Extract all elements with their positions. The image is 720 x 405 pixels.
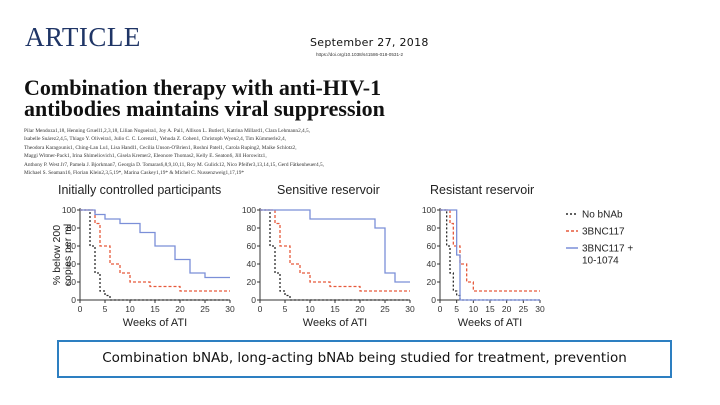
x-tick-label-0: 25 [200, 304, 210, 314]
y-tick-label-0: 20 [67, 277, 77, 287]
x-tick-label-0: 5 [103, 304, 108, 314]
y-tick-label-0: 100 [62, 205, 76, 215]
y-tick-label-0: 0 [71, 295, 76, 305]
x-axis-label-1: Weeks of ATI [303, 317, 367, 329]
y-axis-label-line-2: copies per ml [62, 224, 74, 286]
x-tick-label-2: 15 [485, 304, 495, 314]
x-tick-label-2: 0 [438, 304, 443, 314]
x-tick-label-1: 5 [283, 304, 288, 314]
author-line: Maggi Witmer-Pack1, Irina Shimeliovich1,… [24, 153, 267, 160]
y-tick-label-1: 0 [251, 295, 256, 305]
legend-label-2-line-1: 3BNC117 + [582, 244, 633, 255]
y-tick-label-2: 100 [422, 205, 436, 215]
series-line-0-1 [80, 209, 230, 292]
x-tick-label-0: 20 [175, 304, 185, 314]
y-tick-label-2: 20 [427, 277, 437, 287]
y-tick-label-2: 40 [427, 259, 437, 269]
x-axis-label-0: Weeks of ATI [123, 317, 187, 329]
x-tick-label-0: 30 [225, 304, 235, 314]
x-tick-label-0: 15 [150, 304, 160, 314]
x-tick-label-1: 25 [380, 304, 390, 314]
author-line: Pilar Mendoza1,18, Henning Gruell1,2,3,1… [24, 128, 310, 134]
y-tick-label-2: 0 [431, 295, 436, 305]
y-axis-label: % below 200copies per ml [51, 224, 74, 286]
x-tick-label-2: 20 [502, 304, 512, 314]
x-tick-label-1: 30 [405, 304, 415, 314]
y-tick-label-2: 80 [427, 223, 437, 233]
publication-date: September 27, 2018 [310, 36, 429, 49]
paper-title: Combination therapy with anti-HIV-1 anti… [24, 75, 424, 121]
author-list: Pilar Mendoza1,18, Henning Gruell1,2,3,1… [24, 127, 420, 177]
y-axis-label-line-1: % below 200 [51, 225, 63, 285]
survival-chart-svg: Initially controlled participants 0 20 40 60… [22, 180, 634, 340]
author-line: Anthony P. West Jr7, Pamela J. Bjorkman7… [24, 161, 325, 168]
y-tick-label-0: 60 [67, 241, 77, 251]
title-line-2: antibodies maintains viral suppression [24, 96, 385, 121]
y-tick-label-1: 60 [247, 241, 257, 251]
title-line-1: Combination therapy with anti-HIV-1 [24, 75, 382, 100]
caption-box: Combination bNAb, long-acting bNAb being… [57, 340, 672, 378]
x-tick-label-1: 0 [258, 304, 263, 314]
author-line: Isabelle Suárez2,4,5, Thiago Y. Oliveira… [24, 136, 286, 143]
x-tick-label-1: 15 [330, 304, 340, 314]
x-tick-label-1: 20 [355, 304, 365, 314]
series-line-1-2 [260, 209, 410, 283]
caption-text: Combination bNAb, long-acting bNAb being… [102, 350, 627, 366]
y-tick-label-1: 100 [242, 205, 256, 215]
doi-link[interactable]: https://doi.org/10.1038/s41586-018-0531-… [316, 52, 404, 57]
series-line-0-0 [80, 209, 230, 301]
y-tick-label-2: 60 [427, 241, 437, 251]
x-axis-label-2: Weeks of ATI [458, 317, 522, 329]
panel-title-1: Sensitive reservoir [277, 183, 380, 197]
y-tick-label-1: 20 [247, 277, 257, 287]
panel-title-2: Resistant reservoir [430, 183, 534, 197]
series-line-1-1 [260, 209, 410, 292]
series-line-2-0 [440, 209, 540, 301]
series-line-2-2 [440, 209, 540, 301]
x-tick-label-2: 25 [519, 304, 529, 314]
y-tick-label-0: 40 [67, 259, 77, 269]
x-tick-label-0: 10 [125, 304, 135, 314]
author-line: Theodora Karagounis1, Ching-Lan Lu1, Lis… [24, 144, 297, 151]
series-line-2-1 [440, 209, 540, 292]
panel-title-0: Initially controlled participants [58, 183, 221, 197]
y-tick-label-1: 80 [247, 223, 257, 233]
survival-chart-figure: Initially controlled participants 0 20 40 60… [22, 180, 634, 340]
x-tick-label-1: 10 [305, 304, 315, 314]
author-line: Michael S. Seaman16, Florian Klein2,3,5,… [24, 170, 245, 177]
x-tick-label-0: 0 [78, 304, 83, 314]
legend-label-0: No bNAb [582, 210, 623, 221]
y-tick-label-0: 80 [67, 223, 77, 233]
x-tick-label-2: 10 [469, 304, 479, 314]
x-tick-label-2: 5 [454, 304, 459, 314]
series-line-0-2 [80, 209, 230, 279]
series-line-1-0 [260, 209, 410, 301]
y-tick-label-1: 40 [247, 259, 257, 269]
journal-logo: ARTICLE [25, 22, 141, 52]
x-tick-label-2: 30 [535, 304, 545, 314]
legend-label-2-line-2: 10-1074 [582, 256, 619, 267]
figure-background [22, 180, 420, 340]
legend-label-1: 3BNC117 [582, 227, 625, 238]
